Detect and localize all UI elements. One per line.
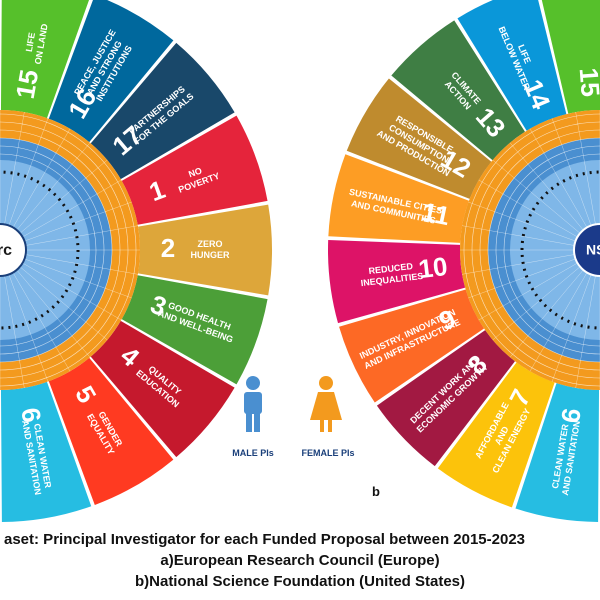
female-person-icon xyxy=(310,376,342,432)
sdg-goal-11-tile xyxy=(328,154,469,243)
sdg-goal-number: 6 xyxy=(555,406,587,425)
sdg-goal-7-tile xyxy=(437,362,555,508)
sdg-goal-label: ZERO xyxy=(197,239,222,249)
nsf-logo xyxy=(573,223,600,277)
grid-spoke xyxy=(529,267,591,372)
grid-spoke xyxy=(17,179,122,241)
grid-spoke xyxy=(12,142,91,235)
legend: MALE PIs FEMALE PIs xyxy=(232,376,355,458)
sdg-goal-label: HUNGER xyxy=(190,250,230,260)
caption-line-1: aset: Principal Investigator for each Fu… xyxy=(4,531,526,548)
grid-spoke xyxy=(15,262,108,341)
female-legend-label: FEMALE PIs xyxy=(301,448,354,458)
sdg-goal-label: NO xyxy=(187,165,203,179)
grid-spoke xyxy=(15,159,108,238)
grid-spoke xyxy=(509,142,588,235)
sdg-goal-number: 15 xyxy=(10,67,45,101)
sdg-goal-10-tile xyxy=(328,240,466,324)
grid-spoke xyxy=(551,118,594,232)
grid-spoke xyxy=(3,269,25,388)
sdg-goal-13-tile xyxy=(391,20,525,161)
grid-spoke xyxy=(575,112,597,231)
caption-line-2: a)European Research Council (Europe) xyxy=(160,552,440,569)
grid-spoke xyxy=(6,268,49,382)
grid-spoke xyxy=(478,179,583,241)
grid-spoke xyxy=(17,259,122,321)
sdg-goal-17-tile xyxy=(90,42,235,180)
grid-spoke xyxy=(12,265,91,358)
sdg-goal-15-tile xyxy=(541,0,600,114)
grid-spoke xyxy=(492,159,585,238)
grid-spoke xyxy=(6,118,49,232)
sdg-goal-12-tile xyxy=(346,78,492,199)
sdg-goal-number: 2 xyxy=(161,233,175,263)
grid-spoke xyxy=(492,262,585,341)
sdg-goal-4-tile xyxy=(90,320,235,458)
sdg-goal-6-tile xyxy=(0,381,92,522)
grid-spoke xyxy=(9,267,71,372)
logo-text: erc xyxy=(0,242,12,259)
grid-spoke xyxy=(462,225,581,247)
sdg-goal-number: 11 xyxy=(419,196,452,231)
grid-spoke xyxy=(19,253,138,275)
sdg-goal-number: 6 xyxy=(15,405,47,424)
sdg-goal-label: LIFE xyxy=(24,32,37,53)
grid-spoke xyxy=(529,128,591,233)
caption-line-3: b)National Science Foundation (United St… xyxy=(134,573,466,590)
sdg-goal-16-tile xyxy=(48,0,174,143)
male-legend-label: MALE PIs xyxy=(232,448,274,458)
sdg-goal-1-tile xyxy=(121,115,268,225)
grid-spoke xyxy=(9,128,71,233)
sdg-goal-15-tile xyxy=(0,0,90,119)
panel-label-b: b xyxy=(372,484,380,499)
sdg-goal-8-tile xyxy=(376,330,515,467)
dotted-ring xyxy=(0,170,80,330)
grid-spoke xyxy=(468,201,582,244)
sdg-goal-9-tile xyxy=(339,289,485,403)
grid-spoke xyxy=(551,268,594,382)
sdg-goal-number: 10 xyxy=(417,251,449,284)
sdg-goal-number: 15 xyxy=(574,67,600,98)
grid-spoke xyxy=(19,225,138,247)
grid-spoke xyxy=(3,112,25,231)
erc-logo xyxy=(0,223,27,277)
sdg-goal-14-tile xyxy=(457,0,567,131)
sdg-goal-2-tile xyxy=(138,204,272,296)
grid-spoke xyxy=(18,201,132,244)
grid-spoke xyxy=(478,259,583,321)
grid-spoke xyxy=(462,253,581,275)
sdg-goal-5-tile xyxy=(48,357,174,505)
grid-spoke xyxy=(18,256,132,299)
sdg-goal-3-tile xyxy=(121,275,268,385)
male-person-icon xyxy=(244,376,262,432)
grid-spoke xyxy=(575,269,597,388)
grid-spoke xyxy=(468,256,582,299)
logo-text: NSF xyxy=(586,242,600,258)
sdg-goal-6-tile xyxy=(515,383,600,522)
grid-spoke xyxy=(509,265,588,358)
